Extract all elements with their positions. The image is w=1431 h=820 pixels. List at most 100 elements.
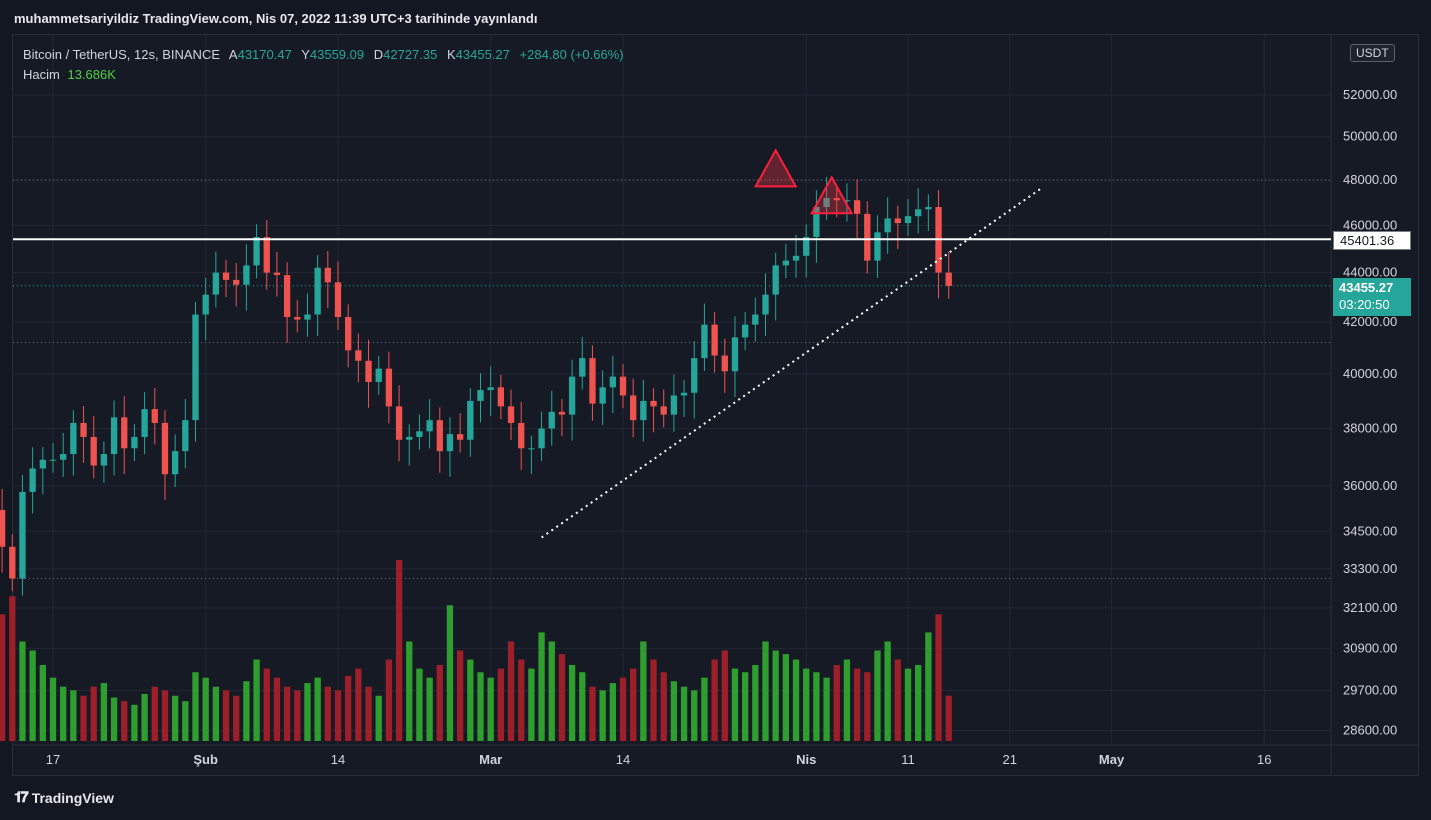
x-axis-tick-label: Nis <box>796 752 816 767</box>
volume-bar <box>222 690 230 741</box>
chart-panel[interactable] <box>12 34 1419 776</box>
bar-countdown: 03:20:50 <box>1339 297 1390 312</box>
candle-body <box>171 451 179 475</box>
candle-body <box>915 209 922 217</box>
open-value: 43170.47 <box>237 47 292 62</box>
y-axis-tick-label: 30900.00 <box>1343 640 1397 655</box>
volume-bar <box>355 668 362 741</box>
volume-bar <box>263 668 270 741</box>
candle-body <box>395 406 403 440</box>
volume-bar <box>548 641 555 741</box>
volume-bar <box>416 668 423 741</box>
candle-body <box>487 387 494 391</box>
candle-body <box>19 491 26 579</box>
volume-bar <box>803 668 810 741</box>
candle-body <box>365 360 372 382</box>
y-axis-tick-label: 48000.00 <box>1343 172 1397 187</box>
candle-body <box>467 400 474 440</box>
volume-bar <box>436 664 443 741</box>
publish-caption: muhammetsariyildiz TradingView.com, Nis … <box>14 11 538 26</box>
chart-legend: Bitcoin / TetherUS, 12s, BINANCE A43170.… <box>23 45 624 85</box>
candle-body <box>945 272 952 286</box>
candle-body <box>528 448 535 450</box>
volume-bar <box>171 695 179 741</box>
volume-bar <box>487 677 494 741</box>
candle-body <box>273 272 281 276</box>
candle-body <box>222 272 230 280</box>
volume-bar <box>640 641 647 741</box>
candle-body <box>507 406 515 423</box>
tradingview-logo[interactable]: 𝟏𝟕 TradingView <box>14 789 114 806</box>
symbol-title[interactable]: Bitcoin / TetherUS, 12s, BINANCE <box>23 47 221 62</box>
candle-body <box>691 358 698 393</box>
volume-bar <box>253 659 260 741</box>
volume-bar <box>792 659 800 741</box>
candle-body <box>823 197 830 208</box>
volume-bar <box>273 677 281 741</box>
volume-bar <box>446 605 454 741</box>
candle-body <box>314 267 321 315</box>
volume-bar <box>650 659 657 741</box>
volume-bar <box>345 675 352 741</box>
candle-body <box>619 376 627 396</box>
volume-bar <box>782 654 790 741</box>
candle-body <box>782 260 790 266</box>
candle-body <box>426 420 433 432</box>
candle-body <box>884 218 891 233</box>
candle-body <box>853 200 861 214</box>
volume-bar <box>304 683 311 741</box>
volume-bar <box>334 690 342 741</box>
candle-body <box>39 459 46 469</box>
candle-body <box>741 324 749 338</box>
volume-bar <box>80 695 87 741</box>
y-axis-tick-label: 34500.00 <box>1343 523 1397 538</box>
candle-body <box>253 236 260 266</box>
high-label: Y <box>301 47 310 62</box>
volume-bar <box>558 654 566 741</box>
volume-bar <box>9 596 16 741</box>
low-label: D <box>373 47 384 62</box>
volume-bar <box>874 650 881 741</box>
volume-bar <box>630 668 637 741</box>
high-value: 43559.09 <box>309 47 365 62</box>
candle-body <box>406 436 413 440</box>
candle-body <box>589 358 596 404</box>
volume-bar <box>375 695 382 741</box>
ascending-trendline <box>540 188 1041 539</box>
double-top-marker-2 <box>809 175 854 215</box>
volume-bar <box>833 664 840 741</box>
candle-body <box>49 459 57 461</box>
volume-bar <box>49 677 57 741</box>
candle-body <box>609 376 616 388</box>
volume-bar <box>752 664 759 741</box>
volume-bar <box>589 686 596 741</box>
volume-bar <box>467 659 474 741</box>
candle-body <box>558 411 566 415</box>
x-axis-tick-label: 14 <box>616 752 630 767</box>
candle-body <box>334 282 342 318</box>
candle-body <box>151 409 158 423</box>
candle-body <box>283 275 291 318</box>
volume-bar <box>90 686 97 741</box>
candle-body <box>90 436 97 466</box>
last-price-tag: 43455.27 03:20:50 <box>1333 278 1411 316</box>
x-axis-tick-label: 11 <box>901 752 915 767</box>
candle-body <box>864 213 871 261</box>
resistance-price-tag: 45401.36 <box>1333 231 1411 250</box>
volume-bar <box>141 693 148 741</box>
volume-bar <box>426 677 433 741</box>
candle-body <box>752 314 759 325</box>
candle-body <box>762 294 769 315</box>
volume-bar <box>619 677 627 741</box>
volume-bar <box>131 704 138 741</box>
volume-bar <box>151 686 158 741</box>
y-axis-tick-label: 29700.00 <box>1343 683 1397 698</box>
volume-bar <box>813 672 820 741</box>
volume-label[interactable]: Hacim <box>23 67 60 82</box>
volume-bar <box>731 668 739 741</box>
volume-bar <box>528 668 535 741</box>
candle-body <box>110 417 118 454</box>
volume-bar <box>243 681 250 741</box>
currency-badge[interactable]: USDT <box>1350 44 1395 62</box>
